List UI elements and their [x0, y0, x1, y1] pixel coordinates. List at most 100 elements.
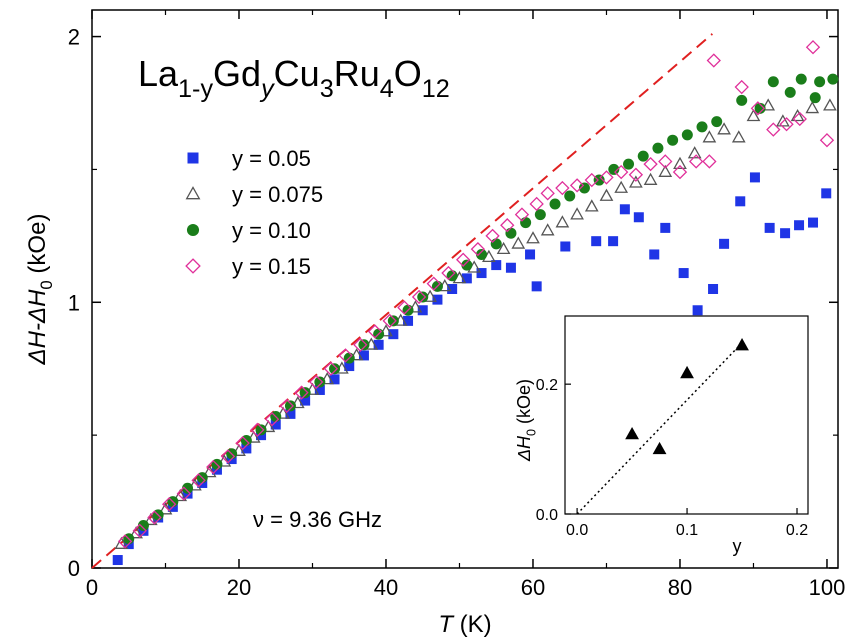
data-point — [526, 231, 540, 244]
inset-y-tick-label: 0.2 — [536, 377, 558, 394]
data-point — [147, 510, 162, 525]
y-tick-label: 0 — [68, 556, 80, 581]
data-point — [531, 281, 542, 292]
data-point — [220, 449, 236, 464]
formula-part: La — [138, 53, 179, 94]
x-axis-label-part: T — [438, 611, 455, 638]
data-point — [540, 223, 555, 236]
data-point — [529, 196, 544, 212]
data-point — [500, 218, 515, 233]
data-point — [490, 238, 502, 250]
data-point — [678, 268, 689, 279]
data-point — [299, 387, 311, 399]
data-point — [143, 512, 158, 526]
inset-x-tick-label: 0.1 — [676, 522, 698, 539]
data-point — [520, 217, 532, 229]
inset-y-label: ΔH0 (kOe) — [514, 379, 538, 462]
data-point — [191, 473, 206, 488]
data-point — [358, 350, 369, 361]
data-point — [417, 291, 429, 303]
legend-label: y = 0.15 — [232, 254, 311, 279]
data-point — [619, 204, 630, 215]
data-point — [403, 315, 414, 326]
legend-marker — [186, 223, 200, 237]
data-point — [711, 116, 723, 128]
data-point — [555, 180, 570, 196]
data-point — [660, 222, 671, 233]
data-point — [805, 100, 820, 114]
data-point — [441, 265, 456, 281]
y-axis-label-part: 0 — [37, 280, 56, 289]
data-point — [379, 324, 393, 337]
y-axis-label-part: ΔH-ΔH — [24, 289, 51, 366]
data-point — [649, 249, 660, 260]
data-point — [599, 170, 614, 185]
data-point — [387, 315, 399, 327]
data-point — [505, 262, 516, 273]
data-point — [349, 348, 364, 361]
inset-x-tick-label: 0.2 — [786, 522, 808, 539]
inset-y-label-part: ΔH — [514, 435, 534, 462]
data-point — [673, 156, 687, 170]
data-point — [284, 400, 296, 412]
data-point — [736, 94, 748, 106]
data-point — [749, 172, 760, 183]
data-point — [344, 361, 355, 372]
inset-x-label: y — [733, 536, 742, 556]
data-point — [246, 430, 261, 443]
inset-point — [735, 338, 749, 351]
x-axis-label: T (K) — [438, 611, 491, 638]
data-point — [534, 209, 546, 221]
data-point — [672, 164, 688, 180]
x-tick-label: 20 — [227, 575, 251, 600]
data-point — [255, 424, 267, 436]
data-point — [426, 276, 441, 291]
data-point — [314, 376, 326, 388]
legend-marker — [185, 258, 201, 274]
data-point — [320, 372, 335, 385]
data-point — [643, 172, 658, 185]
data-point — [591, 236, 602, 247]
data-point — [511, 236, 526, 249]
data-point — [564, 190, 576, 202]
data-point — [388, 329, 399, 340]
data-point — [432, 294, 443, 305]
data-point — [206, 459, 221, 475]
data-point — [643, 156, 658, 172]
data-point — [461, 259, 473, 271]
data-point — [827, 73, 839, 85]
data-point — [652, 142, 664, 154]
formula-part: 1-y — [178, 75, 213, 103]
inset-y-label-part: (kOe) — [514, 379, 534, 429]
legend-marker — [185, 186, 201, 200]
formula-part: 4 — [380, 75, 394, 103]
data-point — [790, 108, 805, 122]
data-point — [578, 182, 590, 194]
data-point — [549, 198, 561, 210]
data-point — [734, 79, 749, 95]
formula-part: 3 — [320, 75, 334, 103]
data-point — [129, 526, 143, 539]
data-point — [455, 252, 471, 267]
data-point — [294, 385, 309, 400]
data-point — [176, 486, 192, 501]
data-point — [162, 497, 177, 512]
data-point — [279, 398, 294, 414]
data-point — [117, 534, 133, 549]
data-point — [719, 238, 730, 249]
x-tick-label: 0 — [86, 575, 98, 600]
data-point — [112, 555, 123, 566]
data-point — [476, 248, 488, 260]
data-point — [314, 384, 325, 395]
data-point — [681, 129, 693, 141]
data-point — [137, 519, 149, 531]
data-point — [540, 186, 555, 201]
inset-point — [680, 365, 694, 379]
data-point — [132, 523, 147, 538]
data-point — [629, 175, 643, 188]
formula-part: Ru — [334, 53, 380, 94]
data-point — [809, 92, 821, 104]
plot-frame — [91, 9, 839, 569]
